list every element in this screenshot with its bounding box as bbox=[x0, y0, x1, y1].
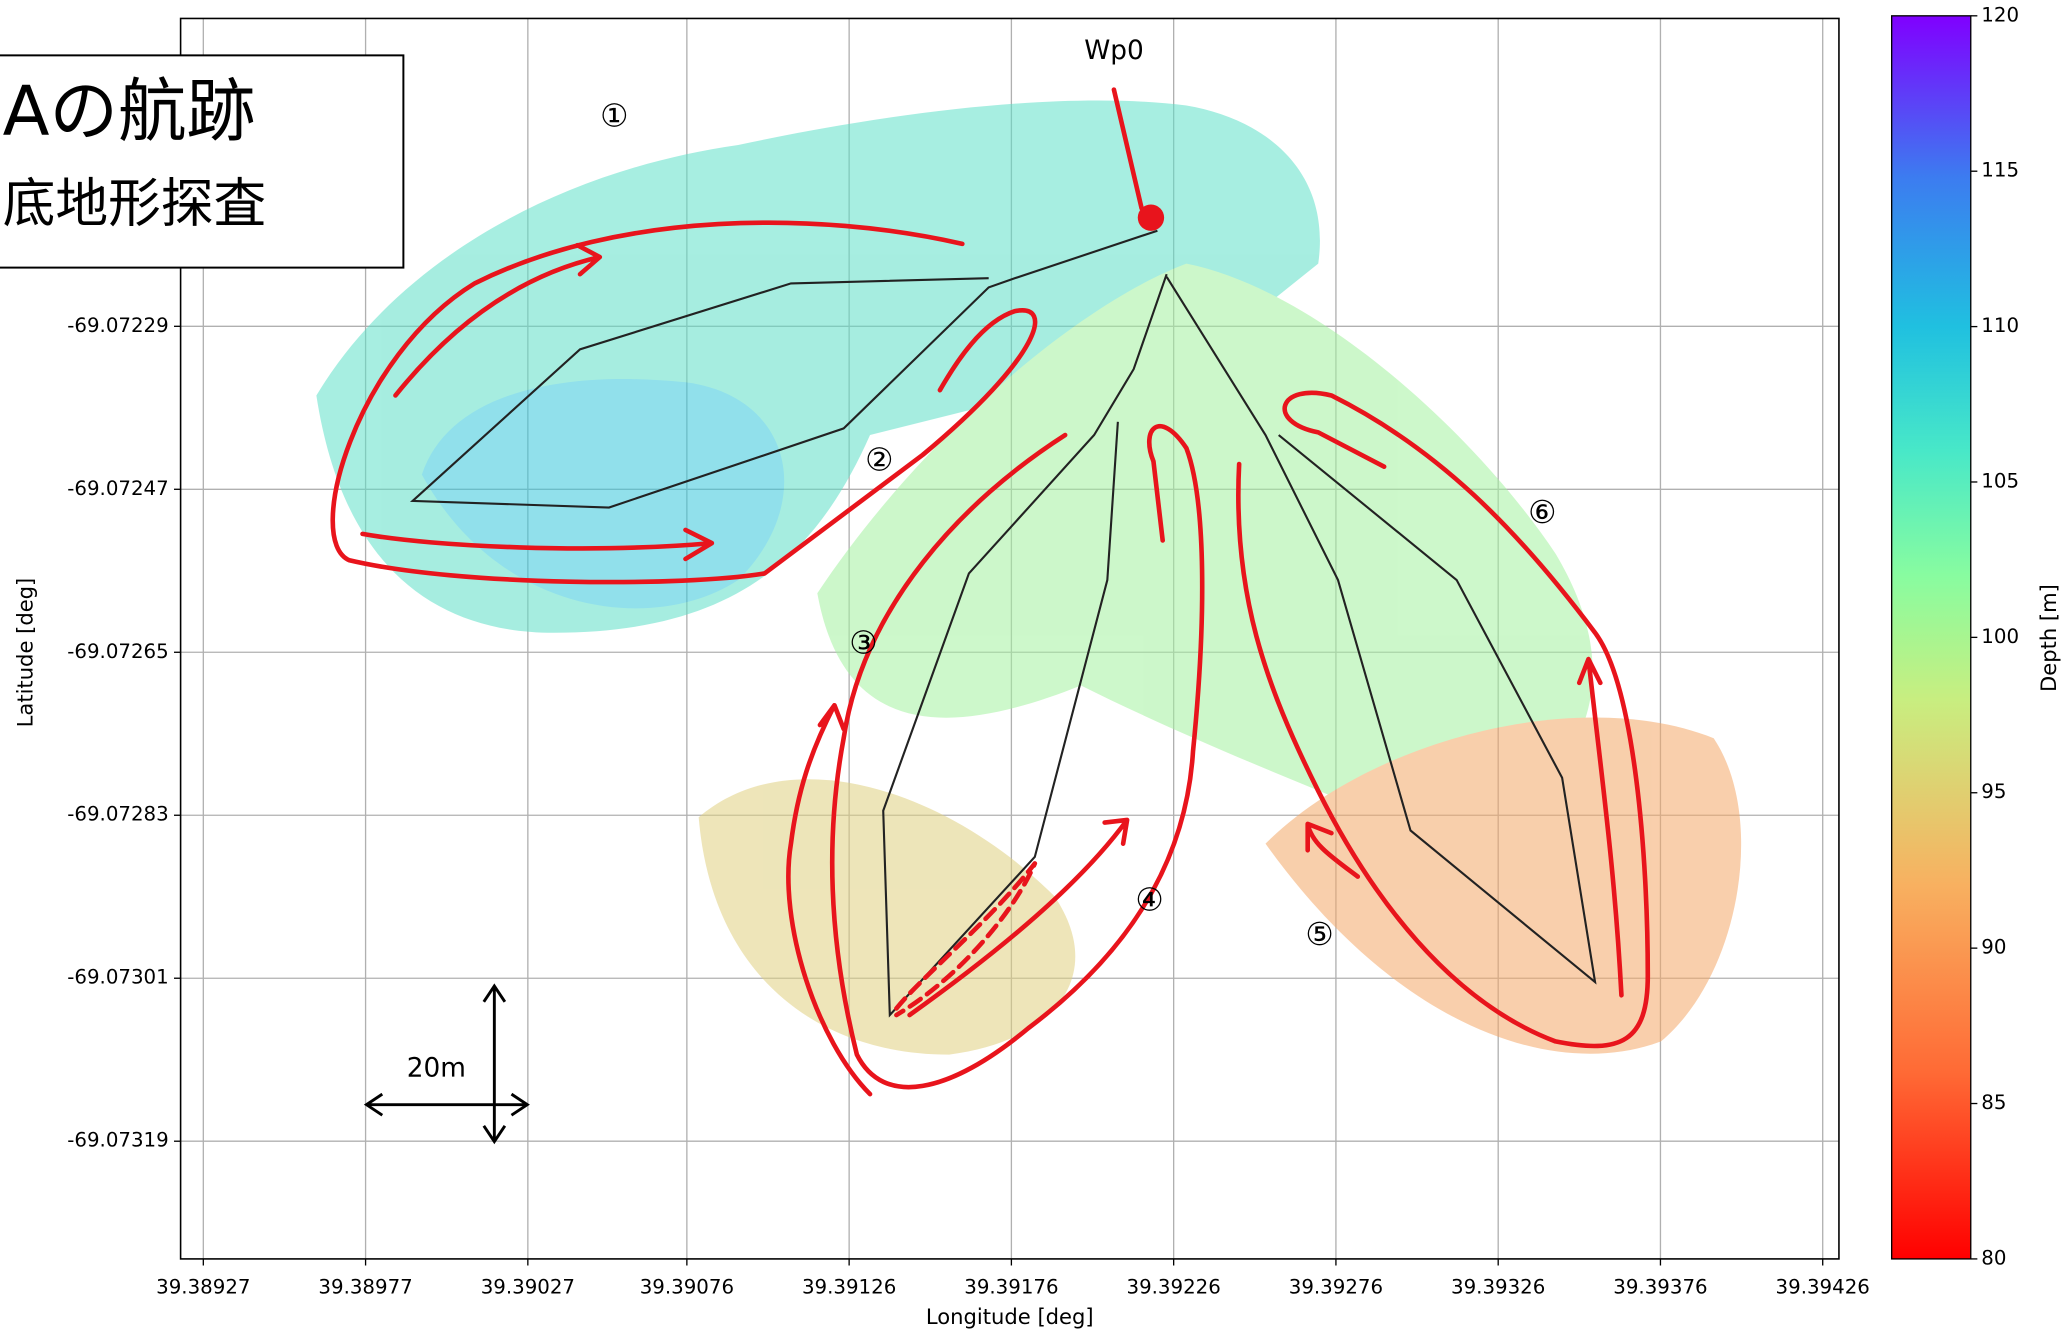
x-tick-label: 39.39226 bbox=[1127, 1275, 1221, 1298]
waypoint-label: Wp0 bbox=[1084, 36, 1144, 66]
x-tick-label: 39.39376 bbox=[1613, 1275, 1707, 1298]
subtitle: 底地形探査 bbox=[3, 174, 267, 235]
x-tick-label: 39.39326 bbox=[1451, 1275, 1545, 1298]
colorbar-tick-label: 120 bbox=[1981, 3, 2019, 26]
leg-label: ⑤ bbox=[1305, 917, 1333, 953]
vehicle-track bbox=[409, 229, 1158, 509]
x-tick-label: 39.39426 bbox=[1776, 1275, 1870, 1298]
colorbar-tick-label: 115 bbox=[1981, 159, 2019, 182]
route-arrows bbox=[330, 87, 1651, 1097]
colorbar-tick-label: 100 bbox=[1981, 625, 2019, 648]
x-tick-label: 39.39076 bbox=[640, 1275, 734, 1298]
title: Aの航跡 bbox=[3, 72, 255, 152]
x-tick-label: 39.39176 bbox=[964, 1275, 1058, 1298]
x-tick-label: 39.38927 bbox=[156, 1275, 250, 1298]
y-axis-label: Latitude [deg] bbox=[12, 578, 37, 728]
colorbar-tick-label: 85 bbox=[1981, 1091, 2006, 1114]
y-tick-label: -69.07301 bbox=[67, 966, 168, 989]
colorbar-tick-label: 95 bbox=[1981, 780, 2006, 803]
x-tick-label: 39.39126 bbox=[802, 1275, 896, 1298]
colorbar-label: Depth [m] bbox=[2036, 584, 2061, 692]
coverage-patch bbox=[817, 263, 1593, 844]
colorbar-tick-label: 80 bbox=[1981, 1246, 2006, 1269]
scale-bar: 20m bbox=[363, 983, 530, 1145]
waypoint bbox=[1137, 204, 1165, 231]
scale-label: 20m bbox=[407, 1054, 466, 1084]
y-tick-label: -69.07247 bbox=[67, 477, 168, 500]
x-tick-label: 39.38977 bbox=[318, 1275, 412, 1298]
x-axis-label: Longitude [deg] bbox=[926, 1304, 1094, 1329]
leg-label: ③ bbox=[849, 626, 877, 662]
vehicle-track bbox=[1165, 276, 1597, 985]
x-tick-label: 39.39027 bbox=[481, 1275, 575, 1298]
sounding-coverage bbox=[316, 100, 1742, 1055]
y-tick-label: -69.07283 bbox=[67, 803, 168, 826]
colorbar-tick-label: 90 bbox=[1981, 936, 2006, 959]
y-tick-label: -69.07229 bbox=[67, 314, 168, 337]
y-tick-label: -69.07265 bbox=[67, 640, 168, 663]
leg-label: ④ bbox=[1135, 883, 1163, 919]
y-tick-label: -69.07319 bbox=[67, 1129, 168, 1152]
plot-frame bbox=[179, 17, 1840, 1260]
title-box bbox=[0, 54, 405, 269]
colorbar-tick-label: 110 bbox=[1981, 314, 2019, 337]
colorbar bbox=[1891, 15, 1972, 1260]
colorbar-ticks: 80 85 90 95 100 105 110 115 120 bbox=[1970, 3, 2019, 1269]
leg-label: ② bbox=[865, 442, 893, 478]
vehicle-track bbox=[882, 273, 1168, 1018]
waypoint-layer: Wp0 bbox=[1084, 36, 1165, 231]
leg-label: ① bbox=[600, 98, 628, 134]
coverage-patch bbox=[421, 379, 785, 609]
x-tick-label: 39.39276 bbox=[1289, 1275, 1383, 1298]
colorbar-tick-label: 105 bbox=[1981, 469, 2019, 492]
leg-label: ⑥ bbox=[1528, 495, 1556, 531]
